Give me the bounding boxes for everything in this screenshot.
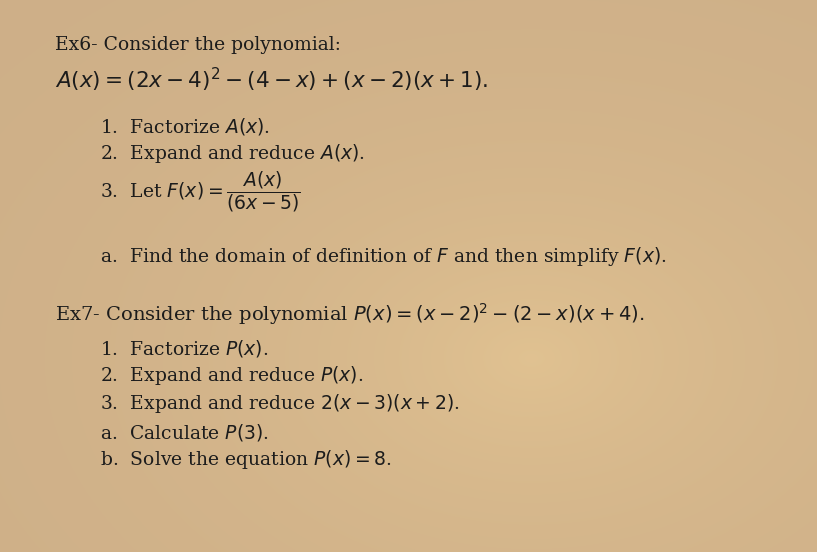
- Text: 1.  Factorize $P(x)$.: 1. Factorize $P(x)$.: [100, 338, 268, 359]
- Text: 3.  Let $F(x) = \dfrac{A(x)}{(6x-5)}$: 3. Let $F(x) = \dfrac{A(x)}{(6x-5)}$: [100, 169, 301, 214]
- Text: Ex6- Consider the polynomial:: Ex6- Consider the polynomial:: [55, 36, 341, 54]
- Text: 1.  Factorize $A(x)$.: 1. Factorize $A(x)$.: [100, 116, 270, 137]
- Text: 2.  Expand and reduce $P(x)$.: 2. Expand and reduce $P(x)$.: [100, 364, 364, 387]
- Text: 3.  Expand and reduce $2(x-3)(x+2)$.: 3. Expand and reduce $2(x-3)(x+2)$.: [100, 392, 460, 415]
- Text: Ex7- Consider the polynomial $P(x) = (x-2)^2 - (2-x)(x+4).$: Ex7- Consider the polynomial $P(x) = (x-…: [55, 301, 645, 327]
- Text: $A(x) = (2x-4)^2 - (4-x) + (x-2)(x+1).$: $A(x) = (2x-4)^2 - (4-x) + (x-2)(x+1).$: [55, 66, 489, 94]
- Text: a.  Calculate $P(3)$.: a. Calculate $P(3)$.: [100, 422, 269, 443]
- Text: 2.  Expand and reduce $A(x)$.: 2. Expand and reduce $A(x)$.: [100, 142, 365, 165]
- Text: b.  Solve the equation $P(x) = 8$.: b. Solve the equation $P(x) = 8$.: [100, 448, 391, 471]
- Text: a.  Find the domain of definition of $F$ and then simplify $F(x)$.: a. Find the domain of definition of $F$ …: [100, 245, 667, 268]
